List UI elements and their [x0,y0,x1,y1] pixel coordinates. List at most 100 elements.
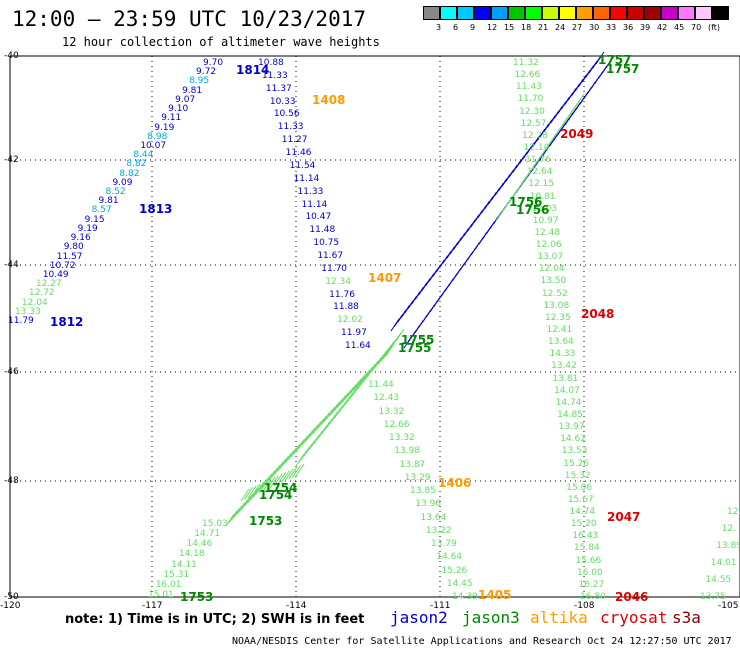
swh-value: 13.08 [543,300,570,311]
jason3-track-mark [304,430,314,443]
jason3-track-mark [385,343,395,357]
swh-value: 10.88 [258,58,284,68]
swh-value: 14.74 [569,507,596,518]
jason3-track-mark [233,505,243,518]
time-label: 1812 [50,315,84,329]
swh-value: 12.30 [519,106,545,117]
colorbar-swatch [559,6,576,20]
colorbar-label: 18 [521,23,532,32]
time-label: 1755 [398,341,432,355]
swh-value: 13.87 [399,459,426,470]
colorbar-swatch [542,6,559,20]
jason3-track-mark [266,470,276,484]
swh-value: 11.79 [8,316,34,326]
swh-value: 12.15 [528,179,554,190]
plot-frame [9,55,740,598]
swh-value: 12.03 [531,203,558,214]
swh-value: 11.70 [321,263,348,274]
swh-value: 10.81 [529,191,556,202]
swh-value: 8.82 [126,159,147,170]
swh-value: 14.45 [446,578,473,589]
jason3-track-mark [312,421,322,435]
colorbar-label: 36 [623,23,634,32]
colorbar-swatch [593,6,610,20]
lat-tick-label: -42 [4,155,19,165]
swh-value: 11.54 [289,160,316,171]
page-title: 12:00 — 23:59 UTC 10/23/2017 [12,7,367,31]
swh-value: 11.88 [333,302,359,313]
swh-value: 10.33 [269,96,296,107]
time-label: 1757 [606,62,640,76]
jason3-track-mark [328,404,338,417]
jason3-track-mark [285,450,295,463]
time-label: 1753 [249,514,283,528]
jason3-track-mark [372,358,381,371]
swh-value: 12.04 [21,297,48,308]
swh-value: 13.79 [431,539,457,549]
swh-value: 15.67 [567,494,594,505]
jason3-track-mark [295,463,305,477]
time-label: 2048 [581,307,615,321]
swh-value: 10.72 [49,260,76,271]
swh-value: 9.11 [161,113,182,124]
colorbar-swatch [661,6,678,20]
swh-value: 11.32 [513,58,539,68]
swh-value: 12.34 [325,276,351,287]
swh-value: 15.32 [564,470,591,481]
lon-tick-label: -108 [574,601,595,611]
swh-value: 12.66 [383,419,410,430]
swh-value: 15.84 [573,543,600,554]
jason3-track-mark [293,441,303,455]
colorbar-label: 27 [572,23,583,32]
swh-value: 11.14 [301,199,328,210]
colorbar-swatch [644,6,661,20]
swh-value: 12.02 [337,315,363,326]
colorbar-swatch [627,6,644,20]
swh-value: 11.14 [293,173,320,184]
swh-value: 12.66 [514,70,541,81]
jason3-track-mark [382,346,392,360]
swh-value: 12.52 [541,288,568,299]
swh-value: 13.81 [552,373,579,384]
colorbar-label: 39 [640,23,651,32]
jason3-track-mark [274,461,284,475]
swh-value: 10.47 [305,212,332,223]
time-label: 2049 [560,127,594,141]
jason3-track-mark [323,409,333,423]
swh-value: 8.44 [133,150,154,161]
jason3-track-mark [350,381,360,394]
swh-value: 14.46 [186,539,213,550]
swh-value: 14.01 [710,558,737,568]
jason3-track-mark [353,378,362,391]
swh-value: 9.72 [196,67,217,78]
swh-value: 9.70 [203,58,224,68]
swh-value: 11.64 [345,341,371,351]
lon-tick-label: -120 [0,601,21,611]
swh-value: 14.07 [554,385,580,396]
jason3-track-mark [301,433,311,446]
swh-value: 9.15 [84,214,105,225]
swh-value: 14.85 [557,409,583,420]
swh-value: 12.04 [538,264,565,275]
jason3-track-mark [366,363,376,377]
lon-tick-label: -117 [142,601,163,611]
jason3-track-mark [239,499,248,512]
swh-value: 9.16 [70,233,91,244]
swh-value: 10.97 [532,215,559,226]
colorbar-label: 42 [657,23,668,32]
colorbar-label: 6 [453,23,459,32]
jason3-track-mark [244,493,254,507]
jason3-track-mark [334,398,343,412]
jason3-track-mark [377,352,387,365]
jason3-track-mark [344,386,354,400]
swh-value: 12. [727,507,740,517]
satellite-jason2: jason2 [390,608,448,627]
page-subtitle: 12 hour collection of altimeter wave hei… [62,35,380,49]
swh-value: 15.31 [163,569,190,580]
colorbar-swatch [440,6,457,20]
swh-value: 13.33 [14,306,41,317]
swh-value: 11.27 [281,135,308,146]
colorbar-label: 70 [691,23,702,32]
swh-value: 13.29 [404,472,431,483]
swh-value: 12.48 [534,227,561,238]
